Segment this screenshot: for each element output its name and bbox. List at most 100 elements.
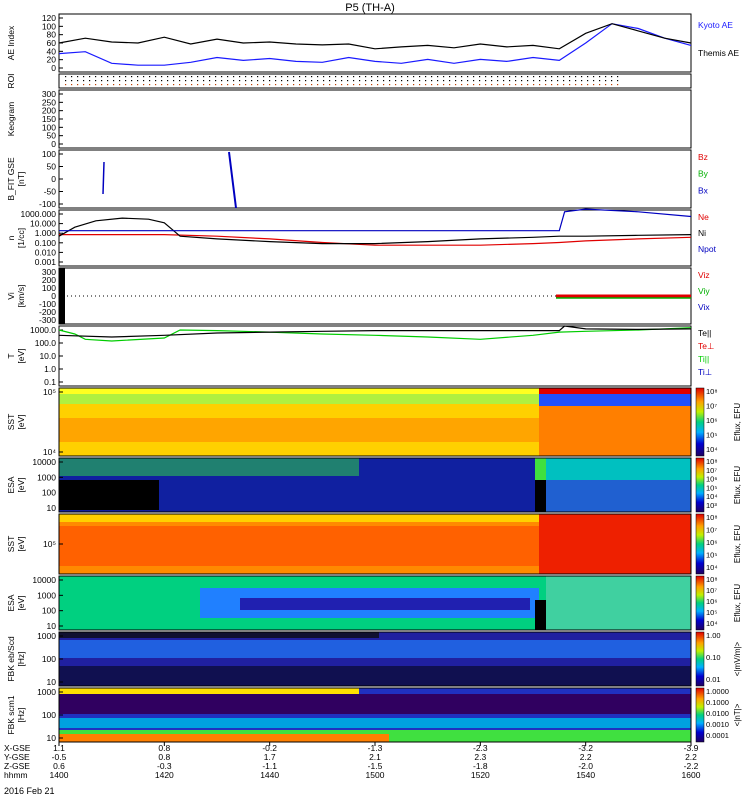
colorbar <box>695 687 705 743</box>
roi-dot <box>557 76 559 78</box>
colorbar-tick-label: 10⁴ <box>706 445 718 454</box>
roi-dot <box>233 84 235 86</box>
roi-dot <box>551 84 553 86</box>
colorbar-tick-label: 10⁷ <box>706 402 717 411</box>
roi-dot <box>425 84 427 86</box>
roi-dot <box>611 80 613 82</box>
sst-electron-right <box>539 514 691 574</box>
y-axis-label-esa_e: ESA <box>6 594 16 611</box>
sst-electron-top <box>59 514 691 522</box>
roi-dot <box>497 76 499 78</box>
colorbar-label: <|nT|> <box>733 703 742 726</box>
roi-dot <box>203 80 205 82</box>
colorbar-tick-label: 10⁸ <box>706 457 718 466</box>
y-tick-label: 100 <box>42 21 56 31</box>
esa-ion-black <box>59 480 159 510</box>
ephemeris-row-label: X-GSE <box>4 743 31 753</box>
colorbar-label: Eflux, EFU <box>733 403 742 441</box>
ephemeris-value: 1440 <box>260 770 279 780</box>
series-line-ne <box>59 234 692 246</box>
ephemeris-value: -3.2 <box>578 743 593 753</box>
roi-dot <box>587 76 589 78</box>
panel-frame-esa_e <box>58 575 692 631</box>
ephemeris-value: 1.7 <box>264 752 276 762</box>
roi-dot <box>437 76 439 78</box>
roi-dot <box>167 76 169 78</box>
roi-dot <box>533 80 535 82</box>
roi-dot <box>599 80 601 82</box>
roi-dot <box>371 80 373 82</box>
roi-dot <box>383 76 385 78</box>
roi-dot <box>245 80 247 82</box>
roi-dot <box>287 84 289 86</box>
roi-dot <box>401 76 403 78</box>
y-axis-label-sst_e: SST <box>6 536 16 553</box>
y-tick-label: 50 <box>47 162 57 172</box>
roi-dot <box>437 84 439 86</box>
roi-dot <box>107 76 109 78</box>
y-tick-label: -100 <box>39 299 56 309</box>
roi-dot <box>497 84 499 86</box>
roi-dot <box>443 80 445 82</box>
roi-dot <box>527 76 529 78</box>
y-tick-label: 10 <box>47 677 57 687</box>
roi-dot <box>371 76 373 78</box>
colorbar-tick-label: 10⁷ <box>706 466 717 475</box>
roi-dot <box>599 76 601 78</box>
roi-dot <box>515 84 517 86</box>
y-tick-label: 0 <box>51 174 56 184</box>
colorbar-tick-label: 10⁵ <box>706 431 717 440</box>
roi-dot <box>581 76 583 78</box>
roi-dot <box>551 76 553 78</box>
roi-dot <box>227 76 229 78</box>
roi-dot <box>95 84 97 86</box>
roi-dot <box>209 76 211 78</box>
colorbar-tick-label: 1.00 <box>706 631 721 640</box>
colorbar-tick-label: 10⁸ <box>706 387 718 396</box>
legend-entry: Bx <box>698 185 709 195</box>
roi-dot <box>389 80 391 82</box>
roi-dot <box>575 84 577 86</box>
roi-dot <box>401 84 403 86</box>
roi-dot <box>149 80 151 82</box>
roi-dot <box>71 80 73 82</box>
roi-dot <box>485 84 487 86</box>
ephemeris-value: 2.2 <box>685 752 697 762</box>
roi-dot <box>275 80 277 82</box>
roi-dot <box>521 84 523 86</box>
y-tick-label: 1000.000 <box>21 209 57 219</box>
ephemeris-value: 2.1 <box>369 752 381 762</box>
roi-dot <box>263 76 265 78</box>
x-axis: X-GSEY-GSEZ-GSEhhmm1.1-0.50.614000.80.8-… <box>4 742 701 780</box>
legend-entry: Npot <box>698 244 717 254</box>
roi-dot <box>473 84 475 86</box>
roi-dot <box>575 80 577 82</box>
date-label: 2016 Feb 21 <box>4 786 55 796</box>
colorbar-tick-label: 0.10 <box>706 653 721 662</box>
roi-dot <box>581 84 583 86</box>
roi-dot <box>143 80 145 82</box>
colorbar <box>695 575 705 631</box>
roi-dot <box>275 84 277 86</box>
roi-dot <box>473 76 475 78</box>
roi-dot <box>419 80 421 82</box>
roi-dot <box>563 76 565 78</box>
roi-dot <box>245 84 247 86</box>
roi-dot <box>539 84 541 86</box>
y-tick-label: 1000 <box>37 631 56 641</box>
y-tick-label: 10⁵ <box>43 539 56 549</box>
legend-entry: Themis AE <box>698 48 739 58</box>
roi-dot <box>101 84 103 86</box>
roi-dot <box>215 80 217 82</box>
roi-dot <box>569 80 571 82</box>
ephemeris-value: -2.0 <box>578 761 593 771</box>
legend-entry: Bz <box>698 152 708 162</box>
roi-dot <box>149 84 151 86</box>
roi-dot <box>125 76 127 78</box>
legend-entry: Ne <box>698 212 709 222</box>
roi-dot <box>83 80 85 82</box>
roi-dot <box>587 80 589 82</box>
roi-dot <box>551 80 553 82</box>
colorbar-tick-label: 10⁴ <box>706 492 718 501</box>
